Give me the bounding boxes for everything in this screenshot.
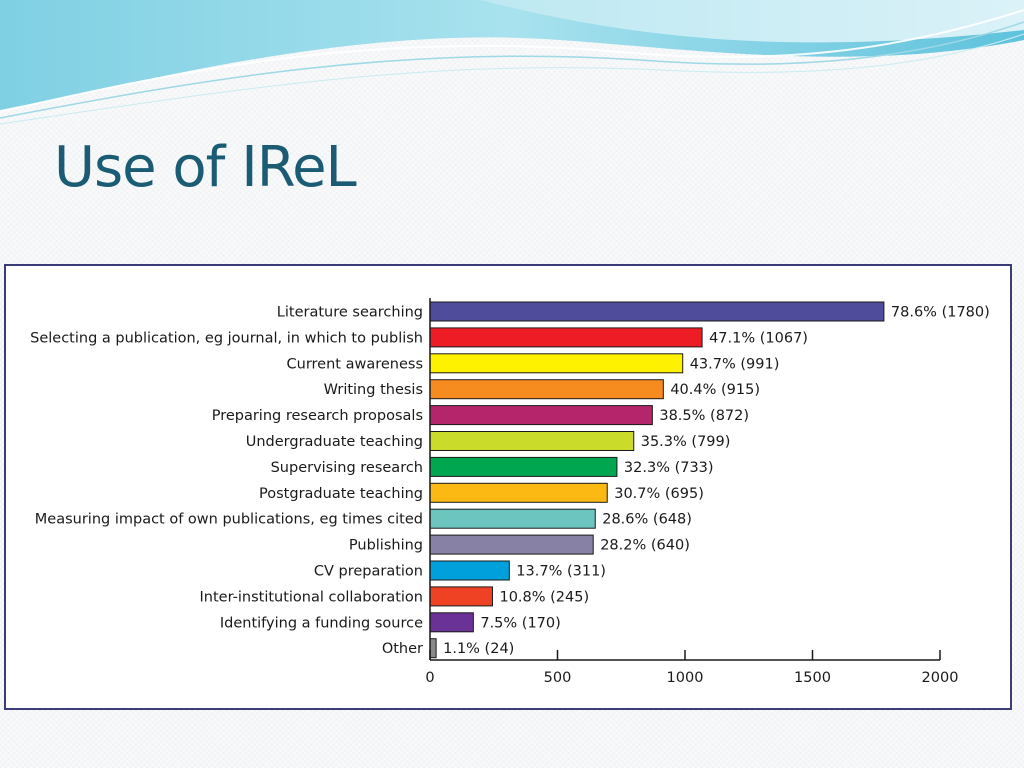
category-label-other: Other [382, 641, 423, 657]
bar-preparing-research-proposals [429, 405, 653, 426]
category-label-identifying-a-funding-source: Identifying a funding source [220, 615, 423, 631]
value-label-inter-institutional-collaboration: 10.8% (245) [499, 589, 589, 605]
value-label-current-awareness: 43.7% (991) [690, 356, 780, 372]
bar-postgraduate-teaching [429, 482, 608, 503]
category-label-inter-institutional-collaboration: Inter-institutional collaboration [200, 589, 423, 605]
value-label-identifying-a-funding-source: 7.5% (170) [480, 615, 560, 631]
value-label-publishing: 28.2% (640) [600, 538, 690, 554]
slide-title: Use of IReL [54, 135, 357, 200]
bar-identifying-a-funding-source [429, 612, 474, 633]
value-label-selecting-a-publication-eg-journal-in-which-to-publish: 47.1% (1067) [709, 330, 808, 346]
bar-inter-institutional-collaboration [429, 586, 493, 607]
bar-other [429, 638, 437, 659]
category-label-literature-searching: Literature searching [277, 305, 423, 321]
x-tick-label-1500: 1500 [794, 670, 831, 686]
chart-frame: Literature searching 78.6% (1780) Selectin… [4, 264, 1012, 710]
category-label-undergraduate-teaching: Undergraduate teaching [246, 434, 423, 450]
horizontal-bar-chart: Literature searching 78.6% (1780) Selectin… [30, 298, 990, 686]
category-label-writing-thesis: Writing thesis [324, 382, 423, 398]
value-label-supervising-research: 32.3% (733) [624, 460, 714, 476]
bar-measuring-impact-of-own-publications-eg-times-cited [429, 508, 596, 529]
value-label-postgraduate-teaching: 30.7% (695) [614, 486, 704, 502]
x-tick-label-500: 500 [544, 670, 572, 686]
bar-supervising-research [429, 456, 618, 477]
value-label-literature-searching: 78.6% (1780) [891, 305, 990, 321]
bar-literature-searching [429, 301, 885, 322]
bar-writing-thesis [429, 379, 664, 400]
category-label-postgraduate-teaching: Postgraduate teaching [259, 486, 423, 502]
category-label-current-awareness: Current awareness [287, 356, 423, 372]
bar-selecting-a-publication-eg-journal-in-which-to-publish [429, 327, 703, 348]
bar-publishing [429, 534, 594, 555]
category-label-measuring-impact-of-own-publications-eg-times-cited: Measuring impact of own publications, eg… [35, 512, 423, 528]
value-label-other: 1.1% (24) [443, 641, 514, 657]
bar-cv-preparation [429, 560, 510, 581]
value-label-cv-preparation: 13.7% (311) [516, 564, 606, 580]
category-label-cv-preparation: CV preparation [314, 564, 423, 580]
value-label-undergraduate-teaching: 35.3% (799) [641, 434, 731, 450]
category-label-publishing: Publishing [349, 538, 423, 554]
bar-current-awareness [429, 353, 684, 374]
value-label-preparing-research-proposals: 38.5% (872) [659, 408, 749, 424]
category-label-supervising-research: Supervising research [271, 460, 423, 476]
header-wave-decoration [0, 0, 1024, 125]
value-label-measuring-impact-of-own-publications-eg-times-cited: 28.6% (648) [602, 512, 692, 528]
x-tick-label-1000: 1000 [667, 670, 704, 686]
category-label-selecting-a-publication-eg-journal-in-which-to-publish: Selecting a publication, eg journal, in … [30, 330, 423, 346]
bar-undergraduate-teaching [429, 431, 635, 451]
category-label-preparing-research-proposals: Preparing research proposals [212, 408, 423, 424]
value-label-writing-thesis: 40.4% (915) [670, 382, 760, 398]
x-tick-label-0: 0 [425, 670, 434, 686]
x-tick-label-2000: 2000 [922, 670, 959, 686]
